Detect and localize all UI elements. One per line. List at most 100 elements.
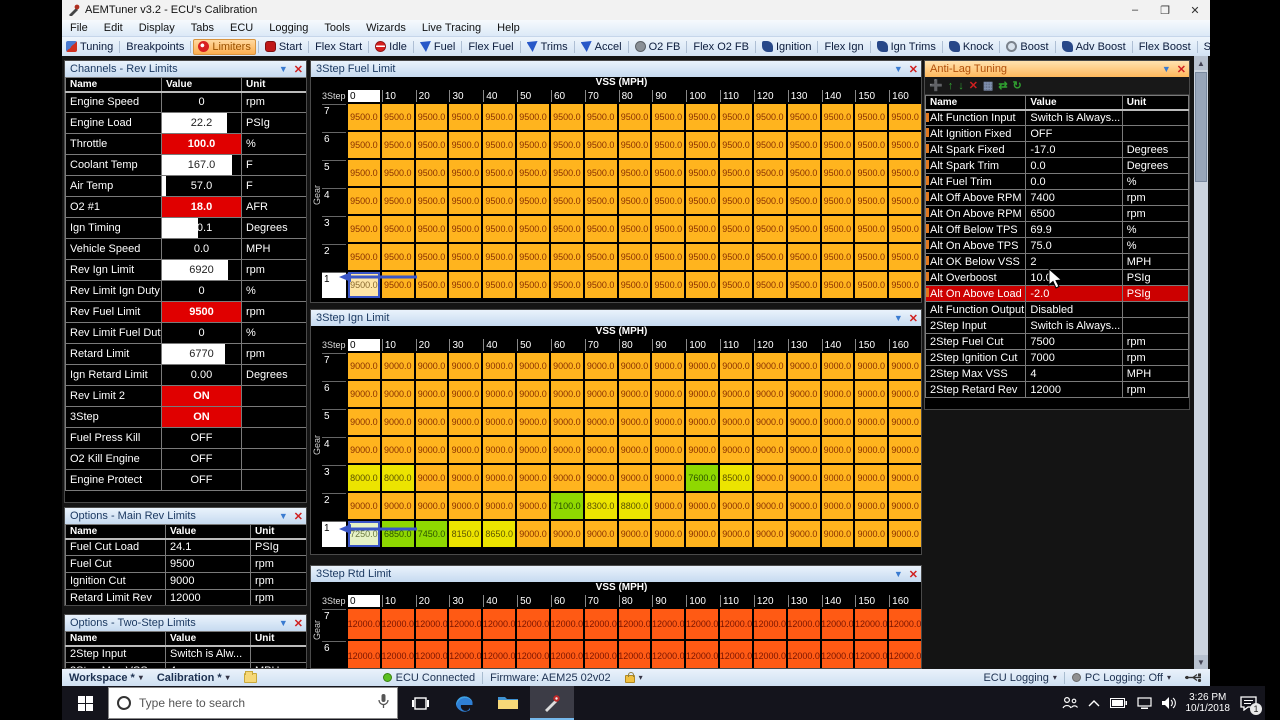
grid-cell[interactable]: 12000.0 — [348, 641, 380, 668]
grid-cell[interactable]: 9000.0 — [753, 465, 786, 491]
grid-cell[interactable]: 9000.0 — [449, 493, 482, 519]
ign-limit-titlebar[interactable]: 3Step Ign Limit ▼ ✕ — [311, 310, 921, 326]
grid-cell[interactable]: 9500.0 — [415, 216, 448, 242]
grid-cell[interactable]: 9000.0 — [584, 521, 617, 547]
row-value[interactable]: 7500 — [1025, 333, 1123, 350]
grid-cell[interactable]: 9000.0 — [787, 437, 820, 463]
col-header-10[interactable]: 10 — [381, 595, 414, 607]
grid-cell[interactable]: 8000.0 — [381, 465, 414, 491]
row-value[interactable]: 0.0 — [1025, 173, 1123, 190]
grid-cell[interactable]: 9000.0 — [652, 493, 685, 519]
grid-cell[interactable]: 12000.0 — [652, 609, 685, 639]
grid-cell[interactable]: 9000.0 — [584, 409, 617, 435]
grid-cell[interactable]: 9500.0 — [483, 188, 516, 214]
grid-cell[interactable]: 9000.0 — [889, 493, 921, 519]
gear-row-header-4[interactable]: 4 — [322, 188, 346, 214]
grid-cell[interactable]: 12000.0 — [855, 609, 888, 639]
table-row[interactable]: Alt On Above Load -2.0 PSIg — [925, 285, 1189, 302]
row-value[interactable]: 6500 — [1025, 205, 1123, 222]
grid-cell[interactable]: 9500.0 — [449, 244, 482, 270]
people-icon[interactable] — [1061, 697, 1078, 709]
grid-cell[interactable]: 8300.0 — [584, 493, 617, 519]
grid-cell[interactable]: 9000.0 — [855, 465, 888, 491]
grid-cell[interactable]: 9000.0 — [415, 465, 448, 491]
grid-cell[interactable]: 9500.0 — [517, 132, 549, 158]
grid-cell[interactable]: 9000.0 — [415, 437, 448, 463]
toolbar-tab-breakpoints[interactable]: Breakpoints — [122, 40, 188, 54]
toolbar-tab-limiters[interactable]: Limiters — [193, 38, 256, 55]
close-panel-icon[interactable]: ✕ — [908, 568, 918, 581]
grid-cell[interactable]: 9500.0 — [787, 104, 820, 130]
grid-cell[interactable]: 9500.0 — [652, 272, 685, 298]
row-value[interactable]: 10.0 — [1025, 269, 1123, 286]
toolbar-tab-tuning[interactable]: Tuning — [62, 40, 117, 54]
toolbar-tab-ignition[interactable]: Ignition — [758, 40, 815, 54]
col-header-100[interactable]: 100 — [686, 90, 718, 102]
grid-cell[interactable]: 9500.0 — [686, 188, 719, 214]
scroll-down-icon[interactable]: ▼ — [1194, 655, 1208, 669]
grid-cell[interactable]: 12000.0 — [753, 609, 786, 639]
collapse-icon[interactable]: ▼ — [893, 64, 903, 74]
grid-cell[interactable]: 9000.0 — [889, 381, 921, 407]
grid-cell[interactable]: 9000.0 — [483, 409, 516, 435]
grid-cell[interactable]: 9000.0 — [483, 353, 516, 379]
row-value[interactable]: 7400 — [1025, 189, 1123, 206]
vertical-scrollbar[interactable]: ▲ ▼ — [1194, 56, 1208, 669]
battery-icon[interactable] — [1109, 698, 1127, 708]
grid-cell[interactable]: 12000.0 — [720, 609, 752, 639]
col-header-70[interactable]: 70 — [584, 595, 617, 607]
grid-cell[interactable]: 9500.0 — [787, 272, 820, 298]
grid-cell[interactable]: 9000.0 — [652, 409, 685, 435]
collapse-icon[interactable]: ▼ — [278, 64, 288, 74]
row-value[interactable]: Switch is Always... — [1025, 317, 1123, 334]
grid-cell[interactable]: 9000.0 — [449, 465, 482, 491]
workspace-menu[interactable]: Workspace * ▾ — [69, 671, 143, 684]
column-header-unit[interactable]: Unit — [250, 631, 306, 647]
grid-cell[interactable]: 9500.0 — [618, 160, 651, 186]
move-down-icon[interactable]: ↓ — [958, 79, 964, 92]
grid-cell[interactable]: 9500.0 — [821, 272, 854, 298]
grid-cell[interactable]: 9000.0 — [720, 493, 752, 519]
grid-cell[interactable]: 9000.0 — [821, 493, 854, 519]
grid-cell[interactable]: 9000.0 — [550, 381, 583, 407]
grid-cell[interactable]: 9500.0 — [753, 272, 786, 298]
close-panel-icon[interactable]: ✕ — [1176, 63, 1186, 76]
grid-cell[interactable]: 9000.0 — [855, 437, 888, 463]
column-header-value[interactable]: Value — [1025, 95, 1123, 111]
grid-cell[interactable]: 9500.0 — [720, 104, 752, 130]
grid-cell[interactable]: 9000.0 — [686, 521, 719, 547]
grid-cell[interactable]: 9500.0 — [686, 272, 719, 298]
col-header-100[interactable]: 100 — [686, 339, 718, 351]
col-header-20[interactable]: 20 — [415, 90, 448, 102]
toolbar-tab-knock[interactable]: Knock — [945, 40, 998, 54]
toolbar-tab-flex-start[interactable]: Flex Start — [311, 40, 366, 54]
grid-cell[interactable]: 9000.0 — [720, 381, 752, 407]
grid-cell[interactable]: 9000.0 — [787, 521, 820, 547]
grid-cell[interactable]: 9000.0 — [449, 381, 482, 407]
close-panel-icon[interactable]: ✕ — [293, 510, 303, 523]
row-value[interactable]: 0.0 — [1025, 157, 1123, 174]
toolbar-tab-sensors[interactable]: Sensors — [1200, 40, 1210, 54]
collapse-icon[interactable]: ▼ — [893, 569, 903, 579]
grid-cell[interactable]: 9500.0 — [652, 244, 685, 270]
grid-cell[interactable]: 9500.0 — [584, 132, 617, 158]
table-row[interactable]: Alt Spark Fixed -17.0 Degrees — [925, 141, 1189, 158]
gear-row-header-2[interactable]: 2 — [322, 493, 346, 519]
grid-cell[interactable]: 9500.0 — [381, 160, 414, 186]
grid-cell[interactable]: 9500.0 — [584, 216, 617, 242]
grid-cell[interactable]: 9000.0 — [483, 465, 516, 491]
grid-cell[interactable]: 9500.0 — [415, 160, 448, 186]
col-header-50[interactable]: 50 — [517, 339, 549, 351]
grid-cell[interactable]: 9000.0 — [686, 437, 719, 463]
grid-cell[interactable]: 9000.0 — [483, 437, 516, 463]
col-header-130[interactable]: 130 — [787, 595, 820, 607]
col-header-30[interactable]: 30 — [449, 90, 481, 102]
grid-cell[interactable]: 9000.0 — [787, 493, 820, 519]
rtd-limit-titlebar[interactable]: 3Step Rtd Limit ▼ ✕ — [311, 566, 921, 582]
options-two-step-titlebar[interactable]: Options - Two-Step Limits ▼ ✕ — [65, 615, 306, 631]
grid-cell[interactable]: 9500.0 — [821, 188, 854, 214]
gear-row-header-3[interactable]: 3 — [322, 216, 346, 242]
grid-cell[interactable]: 9000.0 — [381, 437, 414, 463]
grid-cell[interactable]: 9000.0 — [753, 437, 786, 463]
grid-cell[interactable]: 9000.0 — [517, 521, 549, 547]
